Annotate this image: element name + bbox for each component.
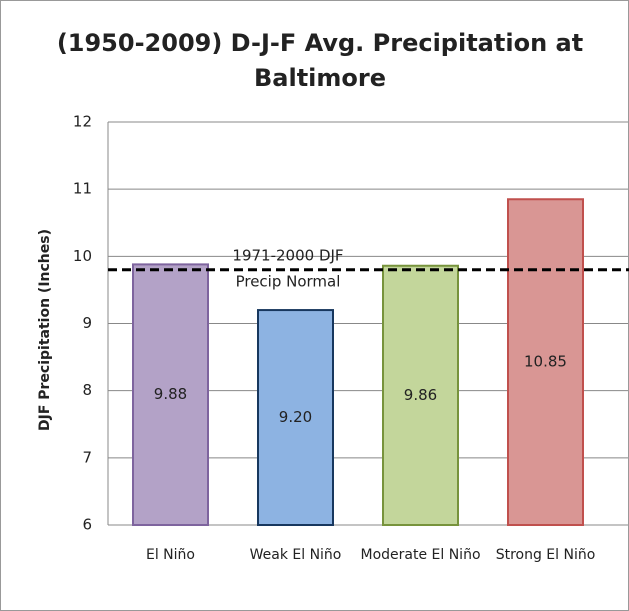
y-tick-label: 9 (82, 314, 92, 332)
bar (507, 198, 584, 526)
value-label: 10.85 (524, 353, 567, 371)
reference-label: Precip Normal (236, 272, 341, 290)
bar (257, 309, 334, 527)
x-tick-label: Moderate El Niño (360, 547, 481, 563)
y-tick-label: 7 (82, 448, 92, 466)
x-tick-label: El Niño (146, 547, 195, 563)
value-label: 9.20 (279, 408, 312, 426)
x-tick-label: Strong El Niño (495, 547, 596, 563)
y-tick-label: 6 (82, 516, 92, 534)
y-tick-label: 8 (82, 381, 92, 399)
y-tick-label: 10 (73, 247, 92, 265)
x-tick-label: Weak El Niño (249, 547, 342, 563)
y-axis-label: DJF Precipitation (Inches) (37, 229, 53, 431)
reference-label: 1971-2000 DJF (232, 246, 343, 264)
y-tick-label: 11 (73, 180, 92, 198)
y-tick-label: 12 (73, 113, 92, 131)
chart-title: (1950-2009) D-J-F Avg. Precipitation at … (56, 29, 584, 92)
bar (382, 264, 459, 526)
value-label: 9.86 (404, 386, 437, 404)
value-label: 9.88 (154, 385, 187, 403)
bar (132, 263, 209, 526)
